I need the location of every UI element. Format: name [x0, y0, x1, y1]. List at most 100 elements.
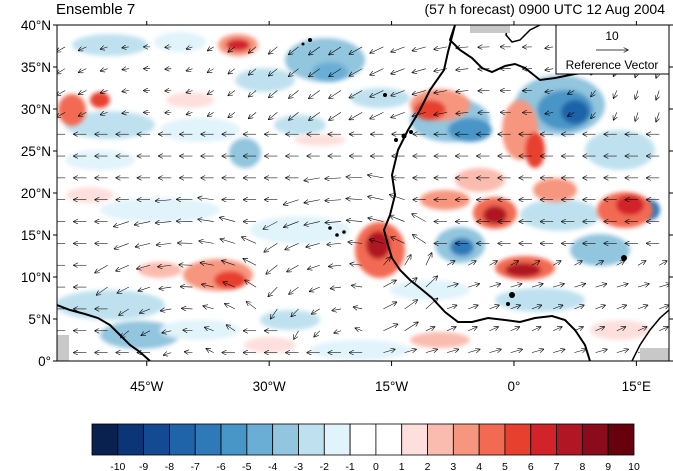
wind-vector — [122, 112, 129, 113]
wind-vector — [595, 327, 605, 332]
wind-vector — [468, 261, 476, 266]
negative-anomaly-shading — [57, 32, 660, 360]
wind-vector — [78, 69, 87, 73]
colorbar-label: 8 — [579, 461, 585, 471]
wind-vector — [412, 46, 426, 51]
wind-vector — [489, 349, 501, 352]
colorbar-label: -1 — [345, 461, 354, 471]
colorbar-label: 10 — [628, 461, 640, 471]
wind-vector — [116, 264, 129, 271]
colorbar-swatch — [530, 423, 557, 456]
wind-vector — [510, 261, 519, 266]
wind-vector — [246, 302, 257, 310]
wind-vector — [616, 305, 627, 310]
wind-vector — [198, 219, 214, 221]
wind-vector — [289, 90, 299, 99]
wind-vector — [242, 237, 257, 244]
wind-vector — [553, 284, 564, 287]
colorbar-swatch — [349, 423, 377, 456]
colorbar-swatch — [323, 423, 351, 456]
wind-vector — [57, 90, 66, 96]
wind-vector — [383, 349, 395, 352]
wind-vector — [248, 68, 257, 75]
wind-vector — [263, 221, 278, 230]
wind-vector — [269, 90, 278, 98]
wind-vector — [489, 305, 499, 310]
south-america-coastline — [57, 304, 151, 361]
wind-vector — [78, 112, 87, 116]
wind-vector — [404, 322, 418, 331]
wind-vector — [304, 221, 320, 226]
colorbar-swatch — [401, 423, 428, 456]
wind-vector — [425, 253, 432, 266]
wind-vector — [456, 91, 469, 92]
wind-vector — [222, 261, 235, 266]
colorbar-label: -6 — [216, 461, 225, 471]
ensemble-label: Ensemble 7 — [56, 1, 136, 18]
wind-vector — [114, 243, 129, 249]
wind-vector — [553, 305, 563, 310]
wind-vector — [228, 68, 236, 74]
wind-vector — [186, 91, 193, 93]
wind-vector — [635, 112, 638, 121]
wind-vector — [220, 239, 235, 244]
wind-vector — [325, 200, 341, 201]
wind-vector — [329, 68, 342, 77]
wind-vector — [283, 199, 299, 205]
wind-vector — [309, 46, 320, 55]
colorbar-swatch — [220, 423, 248, 456]
wind-vector — [368, 218, 384, 222]
wind-vector — [616, 349, 629, 352]
colorbar-label: -4 — [268, 461, 277, 471]
wind-vector — [531, 349, 544, 352]
colorbar-label: -3 — [294, 461, 303, 471]
wind-vector — [391, 46, 405, 52]
wind-vector — [155, 200, 172, 201]
wind-vector — [207, 47, 214, 51]
wind-vector — [383, 257, 390, 266]
wind-vector — [207, 112, 214, 116]
colorbar-label: -9 — [139, 461, 148, 471]
wind-vector — [404, 349, 417, 352]
wind-vector — [574, 261, 582, 266]
wind-vector — [268, 286, 278, 296]
wind-vector — [349, 68, 363, 76]
wind-vector — [468, 284, 479, 287]
wind-vector — [140, 308, 151, 313]
wind-vector — [370, 112, 384, 118]
wind-vector — [180, 287, 193, 288]
wind-vector — [389, 195, 405, 200]
africa-inland-border — [631, 309, 669, 361]
wind-vector — [248, 90, 257, 97]
wind-vector — [186, 47, 193, 49]
colorbar-swatch — [375, 423, 403, 456]
lat-label: 10°N — [21, 270, 51, 285]
colorbar-label: -10 — [110, 461, 125, 471]
lon-label: 0° — [507, 379, 520, 394]
wind-vector — [226, 325, 236, 331]
wind-vector — [184, 352, 193, 353]
wind-vector — [138, 286, 151, 291]
colorbar-label: 1 — [399, 461, 405, 471]
colorbar-label: 7 — [554, 461, 560, 471]
colorbar-swatch — [246, 423, 274, 456]
colorbar-label: 3 — [450, 461, 456, 471]
lat-label: 40°N — [21, 18, 51, 33]
wind-vector — [159, 287, 172, 289]
wind-vector — [574, 305, 584, 310]
wind-vector — [404, 278, 417, 288]
wind-vector — [468, 305, 478, 310]
wind-vector — [659, 305, 669, 310]
colorbar-label: 9 — [605, 461, 611, 471]
colorbar-label: 6 — [528, 461, 534, 471]
wind-vector — [158, 265, 172, 267]
wind-vector — [635, 90, 638, 100]
wind-vector — [327, 243, 341, 244]
wind-vector — [183, 330, 193, 331]
lon-label: 15°W — [375, 379, 408, 394]
lat-label: 25°N — [21, 144, 51, 159]
wind-vector — [369, 239, 384, 244]
lon-label: 30°W — [253, 379, 286, 394]
wind-vector — [383, 302, 396, 310]
wind-vector — [348, 242, 363, 243]
